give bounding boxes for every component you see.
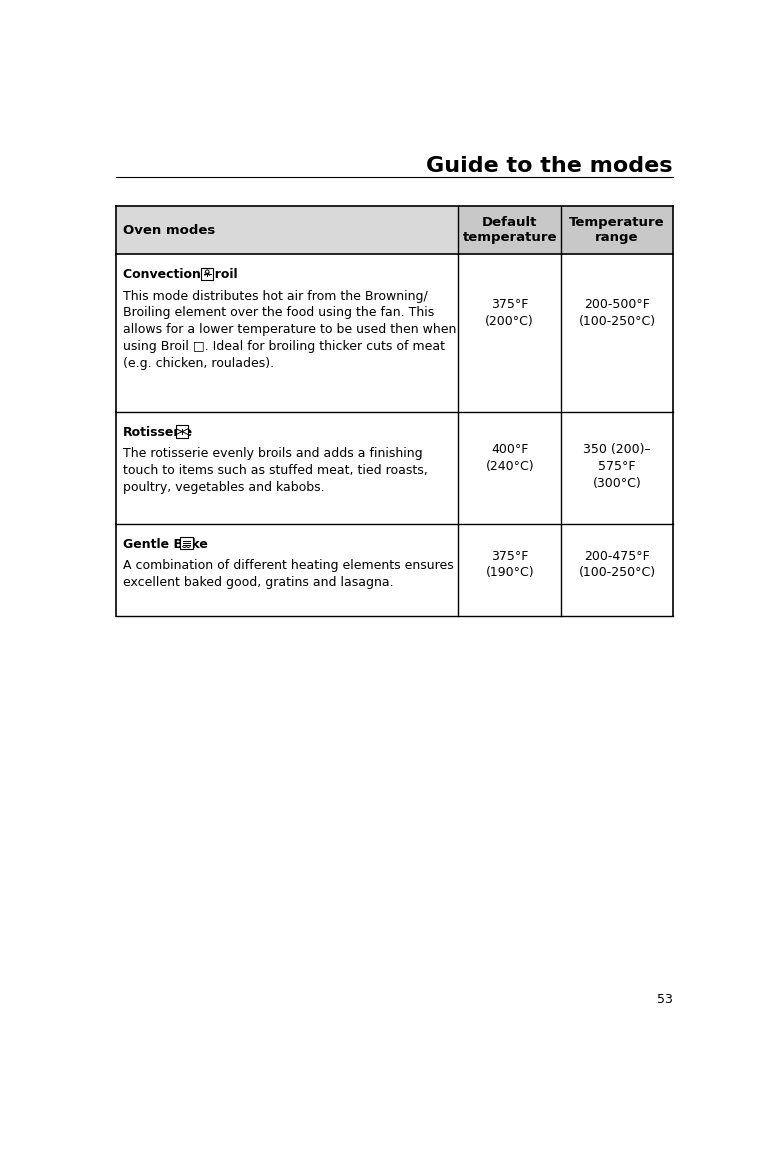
Bar: [458, 207, 561, 254]
Text: Rotisserie: Rotisserie: [123, 426, 193, 439]
Text: Guide to the modes: Guide to the modes: [426, 156, 673, 176]
Text: 400°F
(240°C): 400°F (240°C): [485, 444, 534, 473]
Text: 200-475°F
(100-250°C): 200-475°F (100-250°C): [578, 549, 655, 579]
Text: Convection Broil: Convection Broil: [123, 268, 238, 282]
Bar: [176, 425, 188, 438]
Text: 375°F
(200°C): 375°F (200°C): [485, 299, 534, 329]
Text: Temperature
range: Temperature range: [569, 216, 665, 245]
Text: 350 (200)–
575°F
(300°C): 350 (200)– 575°F (300°C): [583, 444, 651, 489]
Text: 200-500°F
(100-250°C): 200-500°F (100-250°C): [578, 299, 655, 329]
Text: 53: 53: [657, 993, 673, 1005]
Text: Oven modes: Oven modes: [123, 224, 215, 237]
Bar: [561, 207, 673, 254]
Bar: [201, 268, 214, 280]
Text: Gentle Bake: Gentle Bake: [123, 538, 208, 550]
Text: A combination of different heating elements ensures
excellent baked good, gratin: A combination of different heating eleme…: [123, 560, 454, 589]
Text: Default
temperature: Default temperature: [462, 216, 557, 245]
Bar: [115, 207, 673, 254]
Bar: [180, 537, 192, 549]
Text: 375°F
(190°C): 375°F (190°C): [485, 549, 534, 579]
Text: The rotisserie evenly broils and adds a finishing
touch to items such as stuffed: The rotisserie evenly broils and adds a …: [123, 447, 428, 494]
Text: This mode distributes hot air from the Browning/
Broiling element over the food : This mode distributes hot air from the B…: [123, 290, 457, 370]
